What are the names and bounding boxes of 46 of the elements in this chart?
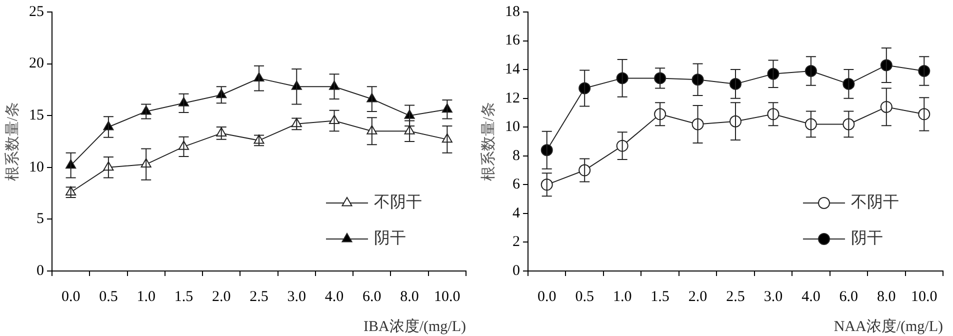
- x-tick-label: 3.0: [764, 288, 783, 305]
- legend-label: 不阴干: [374, 194, 422, 212]
- x-tick-label: 10.0: [434, 288, 460, 305]
- y-tick-label: 5: [36, 211, 44, 228]
- x-tick-label: 6.0: [839, 288, 858, 305]
- x-tick-label: 3.0: [287, 288, 306, 305]
- x-tick-label: 8.0: [400, 288, 419, 305]
- y-tick-label: 10: [505, 119, 520, 136]
- legend-label: 不阴干: [851, 194, 899, 212]
- y-tick-label: 16: [505, 32, 520, 49]
- y-tick-label: 20: [29, 56, 44, 72]
- y-tick-label: 0: [36, 262, 44, 279]
- x-tick-label: 2.0: [688, 288, 708, 305]
- x-tick-label: 2.0: [212, 288, 231, 305]
- y-tick-label: 12: [505, 90, 520, 106]
- y-tick-label: 14: [505, 61, 520, 78]
- y-tick-label: 4: [512, 205, 520, 222]
- x-tick-label: 0.0: [61, 288, 80, 305]
- y-axis-title: 根系数量/条: [4, 102, 21, 182]
- y-tick-label: 15: [29, 108, 44, 124]
- x-tick-label: 0.0: [537, 288, 556, 305]
- x-tick-label: 2.5: [726, 288, 745, 305]
- y-tick-label: 18: [505, 4, 520, 20]
- x-tick-label: 1.0: [612, 288, 632, 305]
- x-tick-label: 8.0: [877, 288, 896, 305]
- x-tick-label: 2.5: [250, 288, 268, 305]
- y-tick-label: 2: [512, 234, 520, 250]
- x-tick-label: 0.5: [575, 288, 594, 305]
- x-axis-title: NAA浓度/(mg/L): [834, 318, 943, 335]
- y-tick-label: 0: [512, 262, 520, 279]
- x-tick-label: 0.5: [99, 288, 118, 305]
- x-axis-title: IBA浓度/(mg/L): [364, 318, 466, 335]
- x-tick-label: 1.5: [650, 288, 670, 305]
- y-tick-label: 6: [512, 176, 520, 193]
- x-tick-label: 1.0: [136, 288, 156, 305]
- y-axis-title: 根系数量/条: [480, 102, 497, 182]
- x-tick-label: 10.0: [911, 288, 938, 305]
- legend-label: 阴干: [851, 230, 883, 248]
- x-tick-label: 4.0: [802, 288, 820, 305]
- x-tick-label: 6.0: [362, 288, 382, 305]
- y-tick-label: 8: [512, 148, 520, 164]
- y-tick-label: 10: [29, 159, 44, 176]
- legend-label: 阴干: [374, 230, 406, 248]
- y-tick-label: 25: [29, 4, 44, 20]
- x-tick-label: 4.0: [324, 288, 344, 305]
- x-tick-label: 1.5: [174, 288, 194, 305]
